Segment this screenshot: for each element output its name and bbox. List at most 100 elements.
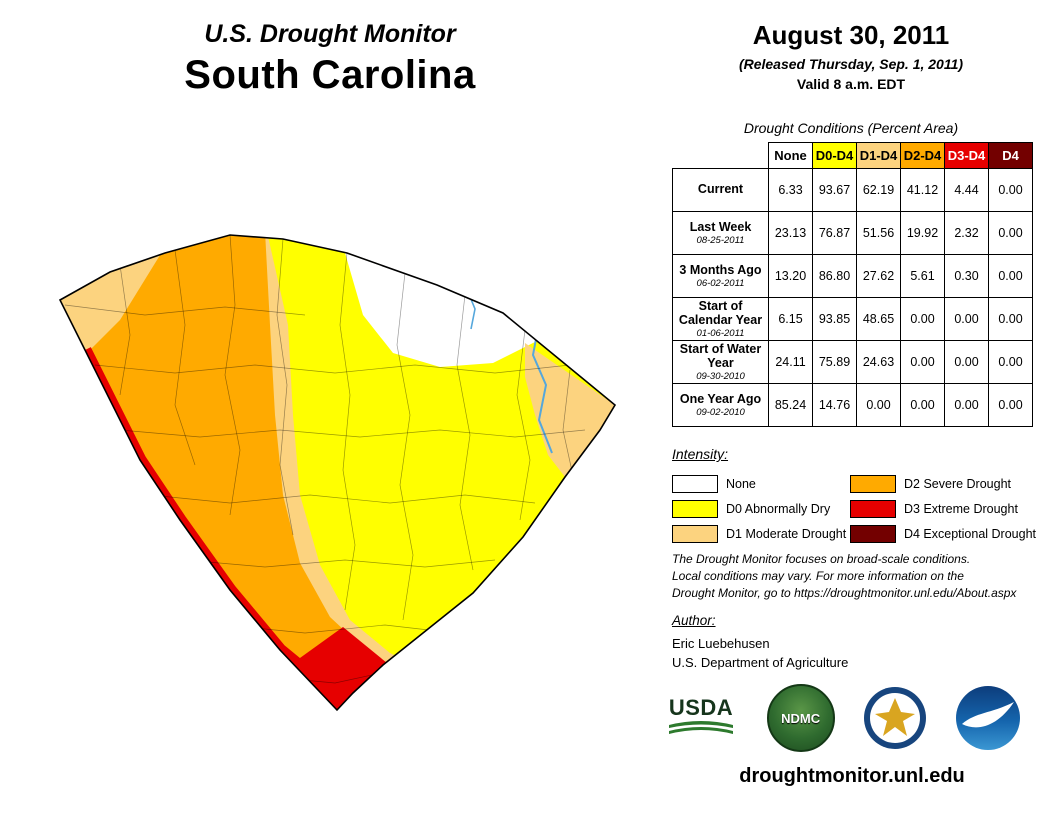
drought-conditions-table: None D0-D4 D1-D4 D2-D4 D3-D4 D4 Current … — [672, 142, 1033, 427]
row-label: Last Week — [689, 219, 752, 234]
noaa-logo — [955, 686, 1020, 750]
legend-label: None — [726, 476, 756, 491]
table-header-row: None D0-D4 D1-D4 D2-D4 D3-D4 D4 — [672, 142, 1033, 169]
author-title: Author: — [672, 613, 716, 628]
value-cell: 0.00 — [944, 340, 989, 384]
legend-label: D3 Extreme Drought — [904, 501, 1018, 516]
legend-swatch-d2 — [850, 474, 896, 493]
value-cell: 0.00 — [900, 383, 945, 427]
legend-swatch-d3 — [850, 499, 896, 518]
county-line — [149, 494, 536, 504]
row-label-cell: 3 Months Ago 06-02-2011 — [672, 254, 769, 298]
value-cell: 4.44 — [944, 168, 989, 212]
value-cell: 86.80 — [812, 254, 857, 298]
legend-item-none: None — [672, 471, 850, 496]
value-cell: 0.00 — [944, 297, 989, 341]
table-row-last-week: Last Week 08-25-2011 23.13 76.87 51.56 1… — [672, 211, 1033, 255]
value-cell: 0.00 — [988, 340, 1033, 384]
row-label-cell: Current — [672, 168, 769, 212]
agency-logos: USDA NDMC — [664, 684, 1020, 752]
region-title: South Carolina — [184, 53, 476, 97]
county-line — [339, 252, 356, 611]
table-corner-cell — [672, 142, 769, 169]
col-header-d2-d4: D2-D4 — [900, 142, 945, 169]
table-row-current: Current 6.33 93.67 62.19 41.12 4.44 0.00 — [672, 168, 1033, 212]
value-cell: 0.00 — [900, 297, 945, 341]
row-label-cell: One Year Ago 09-02-2010 — [672, 383, 769, 427]
col-header-d3-d4: D3-D4 — [944, 142, 989, 169]
county-line — [119, 429, 586, 438]
value-cell: 0.00 — [988, 211, 1033, 255]
legend-item-d4: D4 Exceptional Drought — [850, 521, 1036, 546]
legend-item-d2: D2 Severe Drought — [850, 471, 1036, 496]
commerce-seal-icon — [864, 687, 927, 749]
value-cell: 41.12 — [900, 168, 945, 212]
county-line — [174, 249, 196, 466]
value-cell: 13.20 — [768, 254, 813, 298]
table-title: Drought Conditions (Percent Area) — [743, 120, 959, 136]
value-cell: 0.00 — [988, 168, 1033, 212]
county-line — [516, 329, 531, 521]
value-cell: 2.32 — [944, 211, 989, 255]
row-label: Start of Calendar Year — [678, 298, 763, 327]
disclaimer-line: The Drought Monitor focuses on broad-sca… — [672, 552, 971, 566]
col-header-d0-d4: D0-D4 — [812, 142, 857, 169]
value-cell: 0.30 — [944, 254, 989, 298]
county-line — [119, 264, 131, 396]
south-carolina-drought-map — [58, 234, 617, 712]
author-name: Eric Luebehusen — [672, 636, 770, 651]
usda-logo: USDA — [664, 695, 738, 742]
value-cell: 0.00 — [944, 383, 989, 427]
value-cell: 5.61 — [900, 254, 945, 298]
row-label: One Year Ago — [679, 391, 762, 406]
value-cell: 6.33 — [768, 168, 813, 212]
released-date: (Released Thursday, Sep. 1, 2011) — [738, 56, 964, 72]
value-cell: 6.15 — [768, 297, 813, 341]
value-cell: 0.00 — [988, 254, 1033, 298]
value-cell: 76.87 — [812, 211, 857, 255]
legend-swatch-none — [672, 474, 718, 493]
row-label: Current — [697, 182, 744, 197]
author-block: Author: Eric Luebehusen U.S. Department … — [672, 613, 848, 670]
legend-label: D2 Severe Drought — [904, 476, 1012, 491]
row-label-cell: Start of Calendar Year 01-06-2011 — [672, 297, 769, 341]
table-row-start-water-year: Start of Water Year 09-30-2010 24.11 75.… — [672, 340, 1033, 384]
county-line — [562, 369, 576, 486]
usda-wordmark: USDA — [668, 694, 734, 720]
value-cell: 24.11 — [768, 340, 813, 384]
row-label: Start of Water Year — [679, 341, 762, 370]
row-label: 3 Months Ago — [679, 262, 762, 277]
state-border — [58, 234, 617, 712]
value-cell: 0.00 — [988, 383, 1033, 427]
county-line — [94, 364, 571, 374]
row-label-cell: Last Week 08-25-2011 — [672, 211, 769, 255]
value-cell: 19.92 — [900, 211, 945, 255]
county-lines — [64, 235, 586, 684]
value-cell: 24.63 — [856, 340, 901, 384]
col-header-none: None — [768, 142, 813, 169]
county-line — [396, 272, 414, 621]
value-cell: 93.85 — [812, 297, 857, 341]
row-date: 09-02-2010 — [696, 407, 745, 419]
row-date: 09-30-2010 — [696, 371, 745, 383]
map-date: August 30, 2011 — [752, 20, 950, 50]
monitor-title: U.S. Drought Monitor — [204, 20, 456, 48]
author-org: U.S. Department of Agriculture — [672, 655, 849, 670]
disclaimer-text: The Drought Monitor focuses on broad-sca… — [672, 551, 1044, 601]
table-row-one-year-ago: One Year Ago 09-02-2010 85.24 14.76 0.00… — [672, 383, 1033, 427]
map-region-d2 — [87, 235, 373, 710]
value-cell: 23.13 — [768, 211, 813, 255]
col-header-d1-d4: D1-D4 — [856, 142, 901, 169]
county-line — [456, 294, 474, 571]
title-block: U.S. Drought Monitor South Carolina — [55, 20, 605, 98]
value-cell: 14.76 — [812, 383, 857, 427]
value-cell: 51.56 — [856, 211, 901, 255]
disclaimer-line: Local conditions may vary. For more info… — [672, 568, 964, 583]
county-line — [184, 559, 496, 568]
legend-item-d0: D0 Abnormally Dry — [672, 496, 850, 521]
table-row-3-months-ago: 3 Months Ago 06-02-2011 13.20 86.80 27.6… — [672, 254, 1033, 298]
row-label-cell: Start of Water Year 09-30-2010 — [672, 340, 769, 384]
legend-item-d1: D1 Moderate Drought — [672, 521, 850, 546]
value-cell: 0.00 — [900, 340, 945, 384]
